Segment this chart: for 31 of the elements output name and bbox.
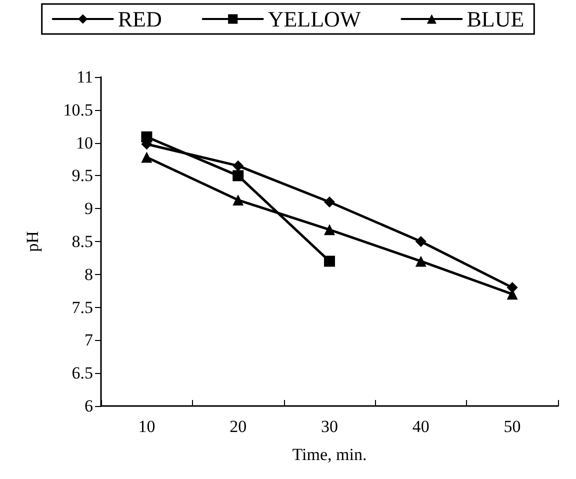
y-tick-label: 9.5 <box>72 166 93 186</box>
y-tick-label: 6.5 <box>72 364 93 383</box>
x-tick-label: 10 <box>138 417 156 436</box>
y-tick-label: 8.5 <box>72 232 93 251</box>
point <box>232 194 244 206</box>
x-axis-title: Time, min. <box>292 445 367 464</box>
point <box>141 152 152 163</box>
point <box>324 196 335 208</box>
point <box>324 224 335 236</box>
legend-label: BLUE <box>466 6 524 32</box>
point <box>415 256 426 267</box>
y-tick-label: 10 <box>76 133 93 152</box>
y-tick-label: 11 <box>76 68 93 86</box>
point <box>415 236 426 247</box>
y-tick-label: 7 <box>84 330 94 350</box>
y-tick-label: 7.5 <box>72 298 93 317</box>
legend-label: RED <box>118 6 162 32</box>
x-tick-label: 40 <box>412 417 430 436</box>
y-tick-label: 9 <box>84 199 93 218</box>
legend-label: YELLOW <box>268 6 361 32</box>
point <box>141 131 152 142</box>
y-axis-title: pH <box>23 231 42 252</box>
x-tick-label: 30 <box>321 417 338 436</box>
point <box>232 160 244 172</box>
point <box>232 170 244 182</box>
y-tick-label: 6 <box>84 396 93 416</box>
y-tick-label: 10.5 <box>63 100 93 120</box>
y-tick-label: 8 <box>84 264 93 284</box>
point <box>324 256 335 267</box>
x-tick-label: 20 <box>230 417 247 436</box>
x-tick-label: 50 <box>504 417 521 436</box>
